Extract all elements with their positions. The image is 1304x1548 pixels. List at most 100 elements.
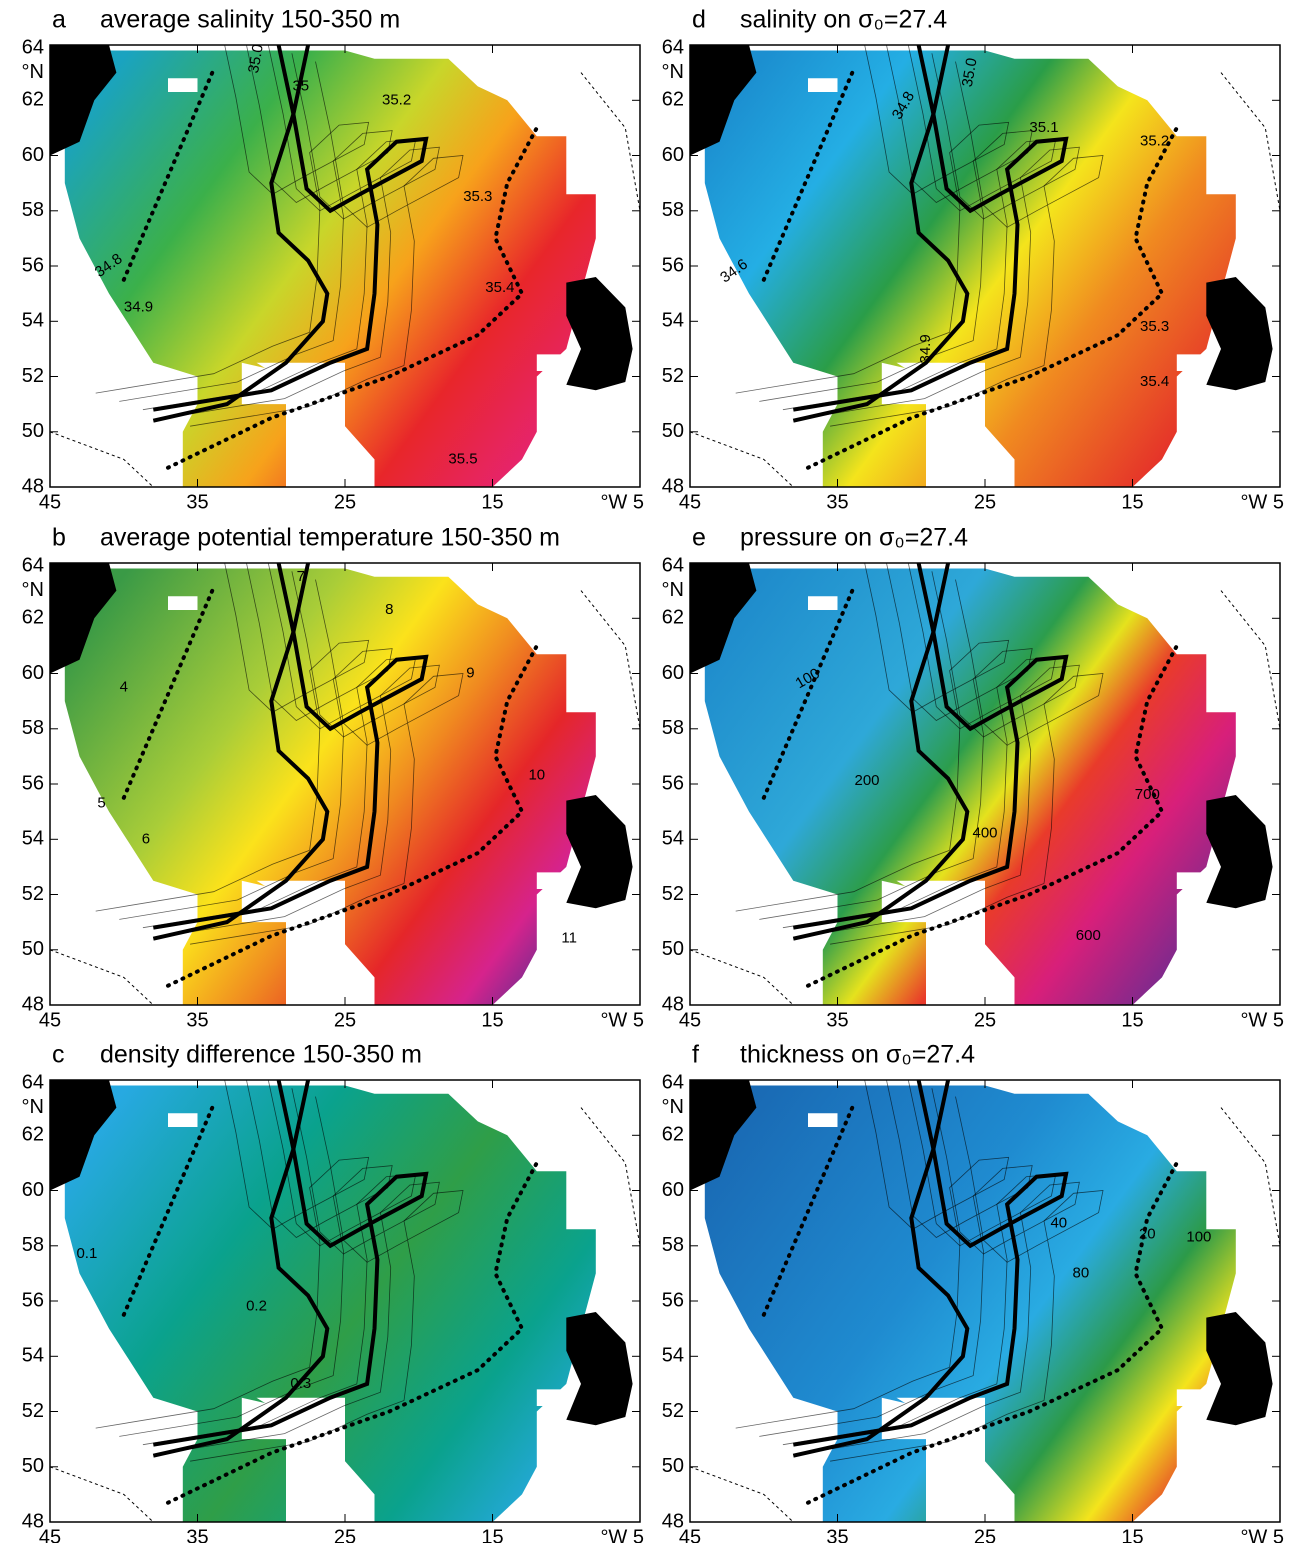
lat-tick-label: 62 [662,607,684,629]
contour-label: 35.5 [448,450,477,467]
lon-tick-label: 25 [974,491,996,513]
land [1206,1312,1272,1425]
panel-title: salinity on σ₀=27.4 [740,6,947,34]
data-gap [537,354,567,371]
figure: aaverage salinity 150-350 m6462605856545… [0,0,1304,1543]
lon-tick-label: 45 [679,1009,701,1031]
lat-unit: °N [22,579,44,601]
lat-tick-label: 58 [22,199,44,221]
lon-tick-label: 35 [826,1009,848,1031]
map-panel: fthickness on σ₀=27.4646260585654525048°… [662,1041,1284,1543]
contour-label: 10 [528,767,545,784]
contour-label: 35.4 [1140,373,1169,390]
contour-label: 200 [854,772,879,789]
bathymetry [50,950,153,1005]
lon-tick-label: 25 [334,1526,356,1543]
lon-tick-label: 35 [826,1526,848,1543]
lat-tick-label: 52 [662,883,684,905]
data-gap [1177,872,1207,889]
lon-tick-label: 15 [481,491,503,513]
lat-tick-label: 50 [662,1455,684,1477]
panel-letter: f [692,1041,699,1069]
contour-label: 34.9 [917,334,934,363]
lat-tick-label: 52 [22,1400,44,1422]
panel-letter: a [52,6,66,34]
contour-label: 8 [385,601,393,618]
data-field [65,1086,596,1523]
data-gap [168,78,198,92]
lon-tick-label: °W 5 [1240,1009,1284,1031]
lat-tick-label: 64 [662,1071,684,1093]
lon-tick-label: 45 [39,1009,61,1031]
panel-title: average potential temperature 150-350 m [100,524,560,552]
lat-tick-label: 64 [662,554,684,576]
lat-tick-label: 62 [22,607,44,629]
lon-tick-label: 35 [186,1009,208,1031]
lat-tick-label: 52 [662,1400,684,1422]
lat-tick-label: 58 [662,717,684,739]
lat-tick-label: 54 [22,1345,44,1367]
lat-tick-label: 52 [22,365,44,387]
data-gap [808,596,838,610]
lon-tick-label: 25 [334,1009,356,1031]
map-content [690,1063,1280,1522]
map-content [50,28,640,487]
panel-letter: d [692,6,706,34]
lon-tick-label: 15 [1121,1009,1143,1031]
lat-tick-label: 58 [662,1234,684,1256]
lat-tick-label: 58 [22,1234,44,1256]
lon-tick-label: 15 [1121,1526,1143,1543]
lon-tick-label: °W 5 [600,1009,644,1031]
contour-label: 4 [120,678,128,695]
lat-tick-label: 62 [662,89,684,111]
map-panel: baverage potential temperature 150-350 m… [22,524,644,1032]
bathymetry [1221,73,1280,211]
lat-tick-label: 52 [22,883,44,905]
lon-tick-label: 35 [186,491,208,513]
map-content [50,546,640,1005]
lon-tick-label: 15 [1121,491,1143,513]
data-gap [808,78,838,92]
data-field [705,1086,1236,1523]
lat-tick-label: 54 [662,828,684,850]
data-gap [808,1113,838,1127]
bathymetry [1221,591,1280,729]
lat-unit: °N [22,1096,44,1118]
contour-label: 0.1 [76,1245,97,1262]
land [566,1312,632,1425]
data-gap [1177,354,1207,371]
lat-tick-label: 62 [662,1124,684,1146]
lon-tick-label: °W 5 [1240,491,1284,513]
lat-tick-label: 64 [22,36,44,58]
contour-label: 35.4 [485,279,514,296]
land [566,795,632,908]
lat-tick-label: 54 [662,1345,684,1367]
contour-label: 600 [1076,927,1101,944]
data-field [705,51,1236,488]
contour-label: 35.3 [1140,318,1169,335]
lat-tick-label: 60 [662,1179,684,1201]
contour-label: 7 [297,568,305,585]
lat-tick-label: 56 [22,254,44,276]
lon-tick-label: 45 [679,1526,701,1543]
contour-label: 20 [1139,1226,1156,1243]
data-field [65,51,596,488]
lon-tick-label: 45 [679,491,701,513]
lat-tick-label: 62 [22,89,44,111]
lat-tick-label: 50 [662,420,684,442]
lat-tick-label: 56 [22,1289,44,1311]
lat-tick-label: 52 [662,365,684,387]
data-gap [537,1389,567,1406]
data-gap [168,1113,198,1127]
lat-tick-label: 60 [22,1179,44,1201]
lon-tick-label: 35 [826,491,848,513]
lat-tick-label: 64 [22,1071,44,1093]
map-content [690,28,1280,487]
contour-label: 40 [1050,1215,1067,1232]
bathymetry [690,432,793,487]
lat-tick-label: 50 [22,938,44,960]
lat-unit: °N [22,61,44,83]
contour-label: 34.9 [124,298,153,315]
lon-tick-label: 25 [974,1526,996,1543]
